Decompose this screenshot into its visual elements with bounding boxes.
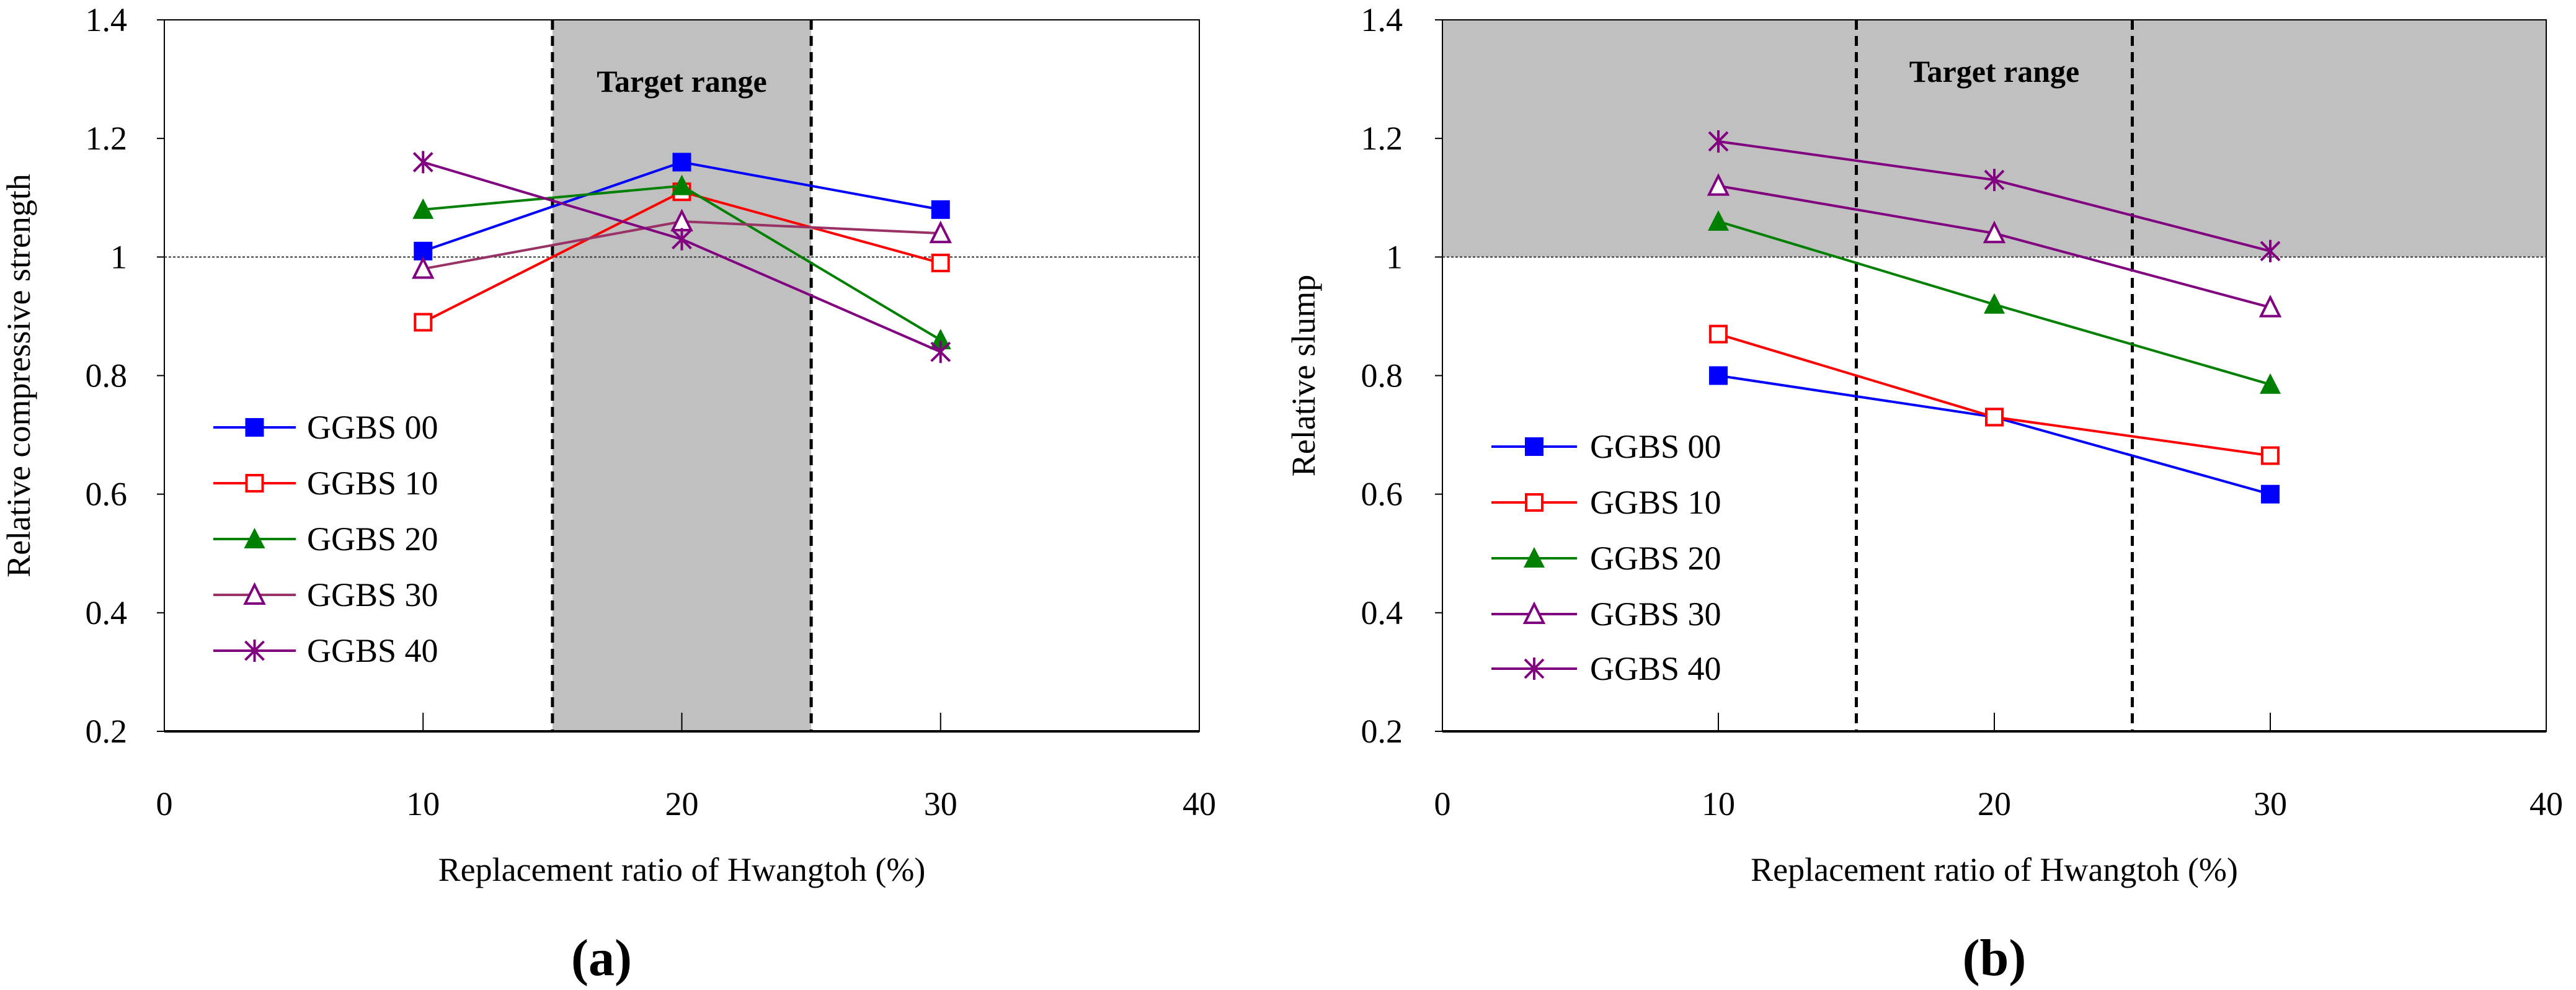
legend-label: GGBS 00	[1590, 428, 1721, 465]
data-point	[930, 329, 951, 350]
y-tick-label: 1.2	[1361, 120, 1403, 157]
x-axis-title: Replacement ratio of Hwangtoh (%)	[438, 851, 926, 888]
x-tick-label: 40	[1183, 785, 1216, 823]
y-tick-label: 1	[110, 238, 127, 275]
data-point	[671, 174, 693, 195]
x-tick-label: 10	[1702, 785, 1735, 823]
x-tick-label: 10	[406, 785, 440, 823]
data-point	[1707, 173, 1730, 196]
y-tick-label: 0.2	[86, 713, 128, 750]
data-point	[412, 256, 435, 279]
data-point	[1984, 169, 2005, 192]
legend-label: GGBS 30	[1590, 595, 1721, 633]
series-ggbs-30	[1707, 173, 2282, 318]
legend-label: GGBS 20	[1590, 540, 1721, 577]
data-point	[412, 151, 433, 174]
data-point	[1985, 408, 2004, 427]
legend-marker	[1525, 437, 1543, 456]
chart-panel-b: Target range 0.2 0.4 0.6 0.8 1 1.2 1.4 0 10 20 30 40…	[1285, 1, 2563, 987]
data-point	[929, 220, 952, 244]
data-point	[412, 198, 434, 219]
data-point	[931, 200, 950, 219]
series-ggbs-20	[1708, 210, 2281, 394]
target-range-label: Target range	[597, 64, 767, 99]
legend-marker	[245, 418, 264, 437]
series-line	[1718, 374, 2271, 496]
series-line	[1718, 332, 2271, 457]
data-point	[1984, 293, 2005, 314]
data-point	[1983, 220, 2006, 244]
series-ggbs-10	[1709, 324, 2280, 465]
data-point	[672, 153, 691, 172]
legend-label: GGBS 10	[307, 465, 438, 502]
legend-label: GGBS 30	[307, 576, 438, 613]
y-tick-label: 1	[1386, 238, 1403, 275]
legend-marker	[244, 640, 265, 662]
panel-label: (a)	[571, 929, 632, 987]
y-axis-title: Relative slump	[1285, 275, 1322, 476]
y-tick-label: 0.2	[1361, 713, 1403, 750]
y-tick-label: 0.8	[86, 357, 128, 395]
series-ggbs-00	[414, 153, 950, 261]
x-axis-title: Replacement ratio of Hwangtoh (%)	[1751, 851, 2238, 888]
data-point	[1709, 324, 1728, 344]
data-point	[2261, 484, 2280, 504]
series-ggbs-00	[1709, 366, 2280, 504]
x-tick-label: 20	[1978, 785, 2011, 823]
legend-marker	[243, 582, 266, 605]
series-ggbs-40	[412, 151, 951, 363]
legend-marker	[244, 528, 265, 548]
series-ggbs-20	[412, 174, 951, 350]
x-tick-label: 20	[665, 785, 699, 823]
y-tick-label: 0.4	[86, 594, 128, 631]
legend-marker	[1525, 493, 1543, 512]
data-point	[414, 313, 433, 332]
data-point	[2258, 295, 2282, 318]
y-tick-label: 0.8	[1361, 357, 1403, 395]
x-tick-label: 0	[156, 785, 173, 823]
legend-label: GGBS 40	[1590, 650, 1721, 687]
legend-label: GGBS 00	[307, 409, 438, 446]
data-point	[672, 228, 692, 251]
data-point	[1708, 210, 1729, 231]
y-tick-label: 1.4	[1361, 1, 1403, 38]
y-tick-label: 1.2	[86, 120, 128, 157]
target-range-band	[552, 20, 812, 731]
legend-label: GGBS 20	[307, 520, 438, 558]
data-point	[931, 253, 950, 272]
x-tick-label: 0	[1434, 785, 1451, 823]
series-ggbs-40	[1708, 130, 2281, 262]
x-tick-label: 30	[2254, 785, 2287, 823]
series-ggbs-30	[412, 208, 952, 279]
legend-label: GGBS 10	[1590, 484, 1721, 521]
y-tick-label: 0.4	[1361, 594, 1403, 631]
data-point	[2260, 239, 2281, 262]
data-point	[1708, 130, 1729, 153]
data-point	[930, 341, 951, 363]
y-axis-title: Relative compressive strength	[0, 174, 37, 578]
y-tick-label: 1.4	[86, 1, 128, 38]
target-range-label: Target range	[1909, 54, 2080, 89]
legend-marker	[1524, 547, 1545, 568]
target-range-band	[1442, 20, 2546, 257]
y-tick-label: 0.6	[86, 476, 128, 513]
x-tick-label: 40	[2529, 785, 2563, 823]
chart-panel-a: Target range 0.2 0.4 0.6 0.8 1 1.2 1.4 0 10 20 30 40…	[0, 1, 1216, 987]
legend-label: GGBS 40	[307, 632, 438, 669]
data-point	[1709, 366, 1728, 385]
legend-marker	[1524, 658, 1545, 680]
y-tick-label: 0.6	[1361, 476, 1403, 513]
legend-marker	[1522, 601, 1546, 624]
panel-label: (b)	[1963, 929, 2027, 987]
x-tick-label: 30	[924, 785, 957, 823]
data-point	[2260, 373, 2281, 394]
data-point	[2261, 446, 2280, 465]
legend-marker	[245, 474, 264, 493]
